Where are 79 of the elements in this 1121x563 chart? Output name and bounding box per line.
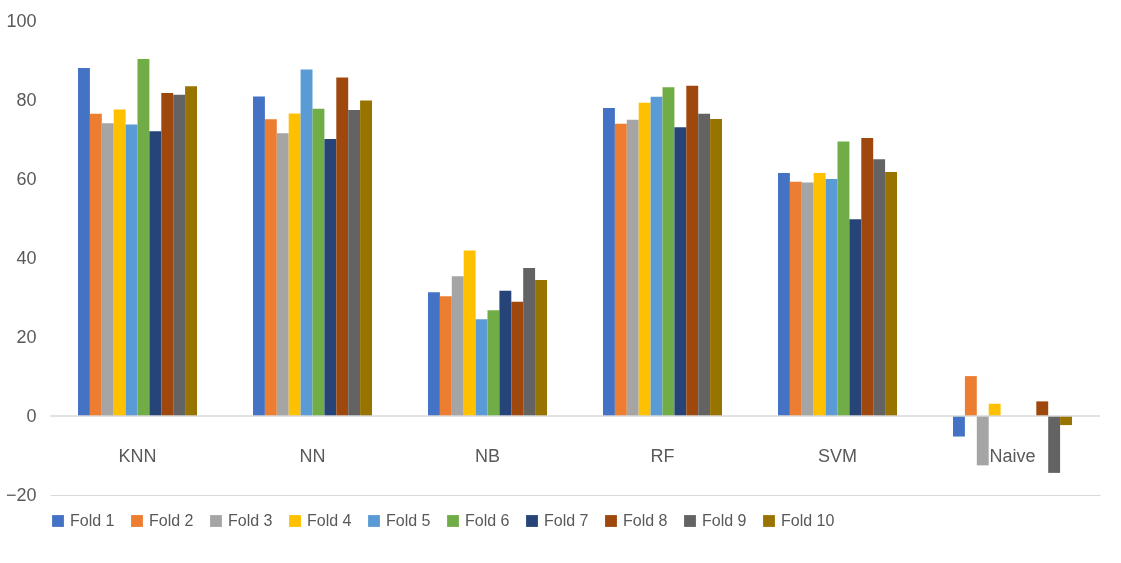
bar (825, 179, 838, 416)
bar (710, 118, 722, 416)
x-tick-label: RF (650, 445, 675, 466)
bar (463, 250, 476, 416)
y-tick-label: 40 (16, 247, 37, 268)
bar (113, 109, 126, 416)
bar (439, 296, 452, 416)
legend-label: Fold 5 (386, 512, 431, 529)
bar (264, 119, 277, 416)
bar (626, 119, 639, 416)
bar (173, 94, 186, 416)
bar (686, 85, 699, 416)
bar (428, 292, 440, 416)
bar (662, 87, 675, 416)
bar (336, 77, 349, 416)
bar (813, 173, 826, 416)
bar (451, 276, 464, 416)
y-tick-label: 80 (16, 89, 37, 110)
y-tick-label: 100 (6, 10, 37, 31)
bar (535, 280, 547, 416)
bar (89, 113, 102, 416)
y-tick-label: −20 (5, 484, 37, 505)
bar (614, 123, 627, 416)
bar (300, 69, 313, 416)
bar (487, 310, 500, 416)
legend-label: Fold 6 (465, 512, 510, 529)
bar (288, 113, 301, 416)
x-tick-label: KNN (118, 445, 157, 466)
legend-label: Fold 1 (70, 512, 115, 529)
legend-label: Fold 8 (623, 512, 668, 529)
y-tick-label: 60 (16, 168, 37, 189)
y-tick-label: 0 (26, 405, 37, 426)
bar (125, 124, 138, 416)
bar (312, 108, 325, 416)
bar (149, 131, 162, 416)
legend-label: Fold 3 (228, 512, 273, 529)
legend-label: Fold 10 (781, 512, 835, 529)
bar (873, 159, 886, 416)
bar (698, 113, 711, 416)
bar (185, 86, 197, 416)
legend-label: Fold 4 (307, 512, 352, 529)
bar (789, 181, 802, 416)
y-tick-label: 20 (16, 326, 37, 347)
legend-label: Fold 2 (149, 512, 194, 529)
bar (324, 139, 337, 416)
x-tick-label: NB (474, 445, 501, 466)
legend-label: Fold 7 (544, 512, 589, 529)
bar (953, 416, 965, 437)
bar (511, 301, 524, 416)
bar (1048, 416, 1061, 473)
x-tick-label: SVM (817, 445, 858, 466)
bar (276, 133, 289, 416)
bar (861, 137, 874, 416)
bar (976, 416, 989, 466)
bar (499, 290, 512, 416)
bar (78, 68, 90, 416)
bar (137, 58, 150, 416)
legend-label: Fold 9 (702, 512, 747, 529)
bar (885, 171, 897, 416)
bar (964, 376, 977, 416)
x-tick-label: NN (299, 445, 326, 466)
bar (253, 96, 265, 416)
bar (778, 173, 790, 416)
bar (161, 92, 174, 416)
bar (837, 141, 850, 416)
bar (101, 123, 114, 416)
bar (348, 109, 361, 416)
bar (650, 96, 663, 416)
bar (801, 182, 814, 416)
bar (638, 102, 651, 416)
bar (674, 127, 687, 416)
bar (360, 100, 372, 416)
bar (1036, 401, 1049, 416)
bar (988, 403, 1001, 416)
bar (849, 219, 862, 416)
bar (603, 107, 615, 416)
bar (475, 319, 488, 416)
bar (523, 267, 536, 416)
x-tick-label: Naive (989, 445, 1036, 466)
